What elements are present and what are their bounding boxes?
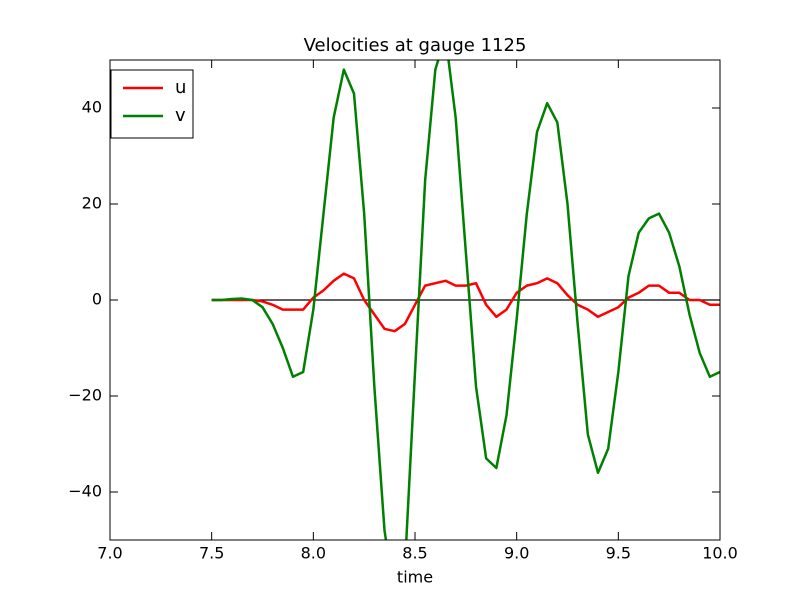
y-tick-label: 40 — [82, 98, 102, 117]
x-tick-label: 10.0 — [702, 544, 738, 563]
x-tick-label: 9.0 — [504, 544, 529, 563]
y-tick-label: −20 — [68, 386, 102, 405]
plot-area — [211, 60, 720, 540]
legend-label: v — [175, 105, 186, 126]
x-tick-label: 8.0 — [301, 544, 326, 563]
x-tick-label: 7.0 — [97, 544, 122, 563]
series-line — [211, 272, 720, 333]
legend-label: u — [175, 77, 186, 98]
x-axis-label: time — [397, 568, 433, 587]
x-tick-label: 9.5 — [606, 544, 631, 563]
x-tick-label: 7.5 — [199, 544, 224, 563]
y-tick-label: 0 — [92, 290, 102, 309]
legend-box — [110, 69, 194, 139]
series-line — [211, 60, 720, 540]
chart-title: Velocities at gauge 1125 — [304, 35, 527, 56]
x-tick-label: 8.5 — [402, 544, 427, 563]
y-tick-label: 20 — [82, 194, 102, 213]
y-tick-label: −40 — [68, 482, 102, 501]
